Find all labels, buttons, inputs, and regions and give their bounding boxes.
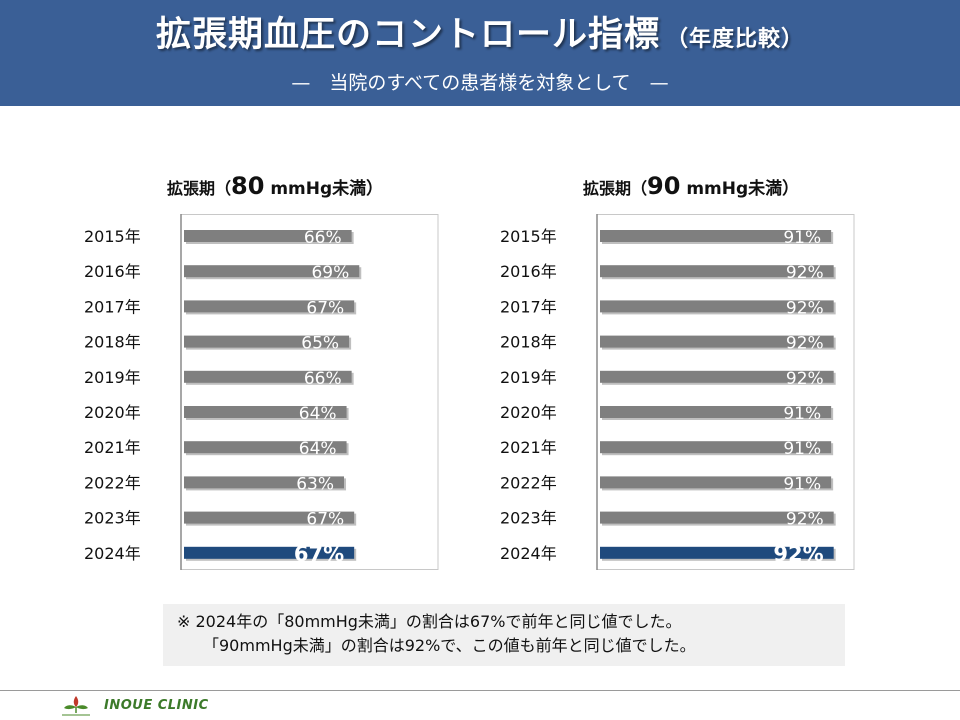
category-label: 2015年 (500, 227, 557, 246)
data-label: 92% (786, 334, 824, 354)
chart-90-title-prefix: 拡張期（ (583, 179, 648, 198)
bar-2016年 (600, 265, 834, 278)
category-label: 2023年 (84, 509, 141, 528)
data-label: 91% (783, 439, 821, 459)
page-title-sub: （年度比較） (666, 27, 805, 52)
category-label: 2020年 (500, 403, 557, 422)
bar-2020年 (184, 406, 347, 418)
bar-2022年 (600, 476, 832, 489)
bar-2015年 (184, 230, 352, 242)
category-label: 2017年 (84, 297, 141, 316)
chart-90-title-suffix: mmHg未満） (680, 179, 800, 199)
category-label: 2024年 (84, 544, 141, 563)
chart-90-title-value: 90 (647, 172, 681, 200)
category-label: 2016年 (84, 262, 141, 281)
page-subtitle: — 当院のすべての患者様を対象として — (291, 72, 669, 94)
page-title-main: 拡張期血圧のコントロール指標 (155, 15, 660, 55)
data-label: 92% (786, 369, 824, 389)
bar-2022年 (184, 476, 345, 489)
chart-80-mmhg: 2015年 66% 2016年 69% 2017年 67% 2018年 65% 2019年 66%… (84, 214, 439, 570)
note-box: ※ 2024年の「80mmHg未満」の割合は67%で前年と同じ値でした。 「90… (163, 604, 845, 666)
data-label: 91% (783, 404, 821, 424)
bar-2019年 (600, 370, 834, 383)
chart-80-title-suffix: mmHg未満） (264, 179, 384, 199)
data-label: 91% (783, 228, 821, 248)
bar-2016年 (184, 265, 360, 278)
bar-2020年 (600, 406, 832, 418)
data-label: 64% (299, 439, 337, 459)
bar-2024年 (600, 546, 834, 559)
category-label: 2024年 (500, 544, 557, 563)
data-label: 92% (786, 263, 824, 283)
bar-2024年 (184, 546, 355, 559)
data-label: 69% (311, 263, 349, 283)
category-label: 2021年 (500, 438, 557, 457)
chart-80-title-value: 80 (231, 172, 265, 200)
category-label: 2018年 (500, 333, 557, 352)
header-banner: 拡張期血圧のコントロール指標 （年度比較） — 当院のすべての患者様を対象として … (0, 0, 960, 106)
data-label: 67% (294, 542, 344, 566)
chart-80-title-prefix: 拡張期（ (167, 179, 232, 198)
category-label: 2016年 (500, 262, 557, 281)
clinic-logo-icon (62, 696, 90, 716)
data-label: 92% (773, 542, 823, 566)
data-label: 92% (786, 510, 824, 530)
data-label: 66% (304, 228, 342, 248)
category-label: 2020年 (84, 403, 141, 422)
category-label: 2019年 (500, 368, 557, 387)
bar-2017年 (600, 300, 834, 313)
category-label: 2022年 (84, 473, 141, 492)
data-label: 63% (296, 474, 334, 494)
chart-90-mmhg: 2015年 91% 2016年 92% 2017年 92% 2018年 92% 2019年 92%… (500, 214, 855, 570)
footer-divider (0, 690, 960, 691)
data-label: 91% (783, 474, 821, 494)
bar-2023年 (184, 511, 355, 524)
category-label: 2023年 (500, 509, 557, 528)
clinic-name: INOUE CLINIC (104, 698, 209, 713)
data-label: 92% (786, 298, 824, 318)
category-label: 2021年 (84, 438, 141, 457)
data-label: 65% (301, 334, 339, 354)
chart-90-title: 拡張期（90 mmHg未満） (583, 172, 799, 200)
data-label: 67% (306, 510, 344, 530)
bar-2021年 (600, 441, 832, 454)
chart-80-title: 拡張期（80 mmHg未満） (167, 172, 383, 200)
bar-2018年 (184, 335, 350, 348)
note-line-2: 「90mmHg未満」の割合は92%で、この値も前年と同じ値でした。 (203, 636, 696, 655)
bar-2023年 (600, 511, 834, 524)
data-label: 67% (306, 298, 344, 318)
bar-2019年 (184, 370, 352, 383)
bar-2018年 (600, 335, 834, 348)
note-line-1: ※ 2024年の「80mmHg未満」の割合は67%で前年と同じ値でした。 (177, 612, 682, 631)
category-label: 2022年 (500, 473, 557, 492)
category-label: 2018年 (84, 333, 141, 352)
category-label: 2017年 (500, 297, 557, 316)
data-label: 64% (299, 404, 337, 424)
category-label: 2015年 (84, 227, 141, 246)
bar-2021年 (184, 441, 347, 454)
bar-2017年 (184, 300, 355, 313)
bar-2015年 (600, 230, 832, 242)
page-title: 拡張期血圧のコントロール指標 （年度比較） (0, 6, 960, 57)
category-label: 2019年 (84, 368, 141, 387)
data-label: 66% (304, 369, 342, 389)
